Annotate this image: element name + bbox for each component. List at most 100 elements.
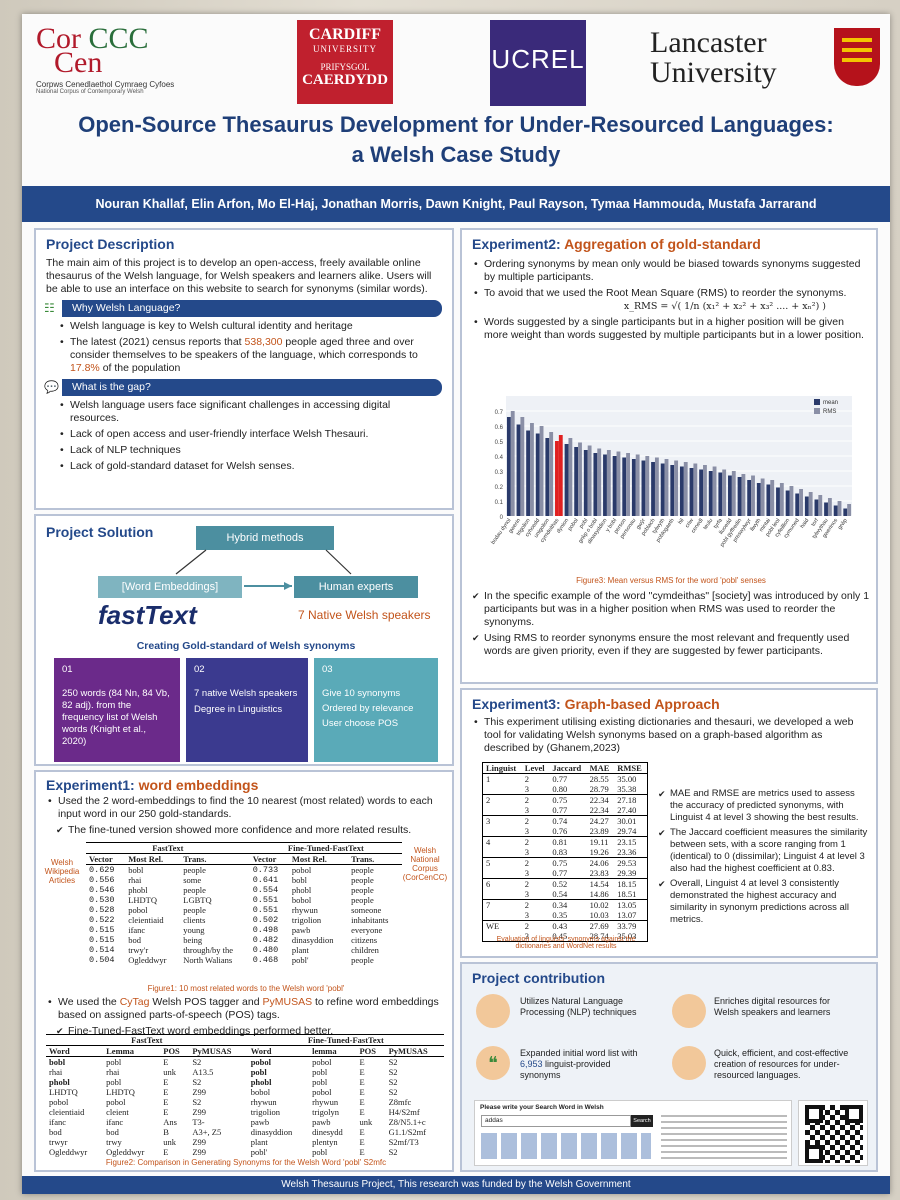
x-tick-label: gwŷr <box>635 518 647 531</box>
bar-mean <box>814 499 819 516</box>
search-button[interactable]: Search <box>631 1115 653 1127</box>
table-cell: pawb <box>312 1117 331 1127</box>
poster-title: Open-Source Thesaurus Development for Un… <box>78 112 834 167</box>
table-cell: 0.528 <box>89 905 115 915</box>
bar-mean <box>622 457 627 516</box>
table-header-cell: Level <box>521 762 550 774</box>
table-cell: 2 <box>524 837 530 847</box>
table-cell: 29.74 <box>617 826 637 836</box>
table-cell: pobl <box>312 1077 328 1087</box>
table-cell <box>483 826 522 837</box>
table-cell: 0.75 <box>552 858 568 868</box>
experiment2-panel: Experiment2: Aggregation of gold-standar… <box>460 228 878 684</box>
table-cell <box>483 847 522 858</box>
list-icon: ☷ <box>44 301 55 315</box>
contribution-text: Expanded initial word list with 6,953 li… <box>520 1048 638 1080</box>
table-cell: 0.515 <box>89 935 115 945</box>
table-cell: pobl <box>250 1067 267 1077</box>
table-cell: trwyr <box>49 1137 68 1147</box>
bar-mean <box>766 484 771 516</box>
table-row: 0.556 rhai some 0.641 bobl people <box>86 875 402 885</box>
table-cell: pobl <box>106 1077 122 1087</box>
description-text: The main aim of this project is to devel… <box>46 257 432 295</box>
bar-rms <box>703 465 707 516</box>
list-item: In the specific example of the word "cym… <box>472 590 870 629</box>
x-tick-label: criw <box>685 518 696 529</box>
table-header-cell: Most Rel. <box>125 853 181 865</box>
table-cell: rhywun <box>312 1097 339 1107</box>
x-tick-label: torf <box>811 517 821 527</box>
table-cell: E <box>359 1097 365 1107</box>
bar-mean <box>612 456 617 516</box>
table-cell: Z99 <box>192 1137 207 1147</box>
table-cell: A3+, Z5 <box>192 1127 222 1137</box>
experiment1-panel: Experiment1: word embeddings Used the 2 … <box>34 770 454 1172</box>
table-cell: 28.74 <box>589 931 609 941</box>
table-cell: 3 <box>524 868 530 878</box>
bar-rms <box>645 456 650 516</box>
table-cell: everyone <box>351 925 383 935</box>
native-speakers-label: 7 Native Welsh speakers <box>298 608 431 622</box>
bar-rms <box>818 495 823 516</box>
table-cell: 19.11 <box>589 837 609 847</box>
table-row: 7 2 0.34 10.02 13.05 <box>483 900 648 911</box>
table-cell: people <box>351 955 374 965</box>
list-item: Lack of gold-standard dataset for Welsh … <box>58 460 442 473</box>
table-cell: 0.502 <box>252 915 279 925</box>
table-cell: 27.18 <box>617 795 637 805</box>
table-row: 0.515 ifanc young 0.498 pawb everyone <box>86 925 402 935</box>
bar-rms <box>539 426 544 516</box>
y-tick-label: 0.1 <box>495 500 504 506</box>
table-cell: 23.83 <box>589 868 609 878</box>
table-cell: 18.15 <box>617 879 637 889</box>
bar-mean <box>737 477 742 516</box>
table-header-cell: Most Rel. <box>288 853 349 865</box>
table-cell: trwy <box>106 1137 122 1147</box>
y-tick-label: 0.3 <box>495 470 504 476</box>
monitor-icon <box>672 994 706 1028</box>
search-input[interactable]: addas <box>481 1115 631 1127</box>
logo-bar: Cor CCC Cen Corpws Cenedlaethol Cymraeg … <box>22 14 890 114</box>
table-cell: 0.641 <box>252 875 279 885</box>
bar-mean <box>526 430 531 516</box>
x-tick-label: haid <box>800 518 811 530</box>
result-text <box>661 1115 787 1159</box>
table-cell: E <box>359 1057 365 1067</box>
bar-mean <box>699 469 704 516</box>
table-cell: clients <box>183 915 206 925</box>
quote-icon: ❝ <box>476 1046 510 1080</box>
table-cell: ifanc <box>106 1117 124 1127</box>
table-cell: Z8/N5.1+c <box>388 1117 426 1127</box>
table-cell: 0.482 <box>252 935 279 945</box>
table-cell: E <box>163 1077 169 1087</box>
table-cell: pobl' <box>291 955 309 965</box>
table-header-cell: PyMUSAS <box>385 1045 444 1057</box>
list-item: This experiment utilising existing dicti… <box>472 716 866 755</box>
table-cell: young <box>183 925 205 935</box>
chat-icon: 💬 <box>44 380 59 394</box>
table-cell: 2 <box>486 795 491 805</box>
table-cell: through/by the <box>183 945 234 955</box>
table-row: 1 2 0.77 28.55 35.00 <box>483 774 648 785</box>
bar-rms <box>751 475 755 516</box>
bar-mean <box>804 496 809 516</box>
table-cell: pobl <box>312 1067 328 1077</box>
table-header-cell: Trans. <box>348 853 402 865</box>
table-header-cell: MAE <box>586 762 615 774</box>
table-cell: plant <box>250 1137 268 1147</box>
qr-code-icon <box>798 1100 868 1166</box>
table-cell: pobol <box>49 1097 69 1107</box>
table-cell: 2 <box>524 900 530 910</box>
bar-rms <box>827 498 832 516</box>
table-cell: unk <box>163 1067 176 1077</box>
table-header-cell: Word <box>247 1045 310 1057</box>
why-welsh-bar: ☷ Why Welsh Language? <box>44 300 442 317</box>
table-cell: 33.79 <box>617 921 637 931</box>
bar-mean <box>651 462 655 516</box>
table-cell: 3 <box>524 784 530 794</box>
table-row: 3 0.35 10.03 13.07 <box>482 910 648 921</box>
table-row: 0.530 LHDTQ LGBTQ 0.551 bobol people <box>86 895 402 905</box>
table-cell: E <box>359 1107 365 1117</box>
bar-rms <box>558 435 563 516</box>
table-cell: unk <box>359 1117 373 1127</box>
